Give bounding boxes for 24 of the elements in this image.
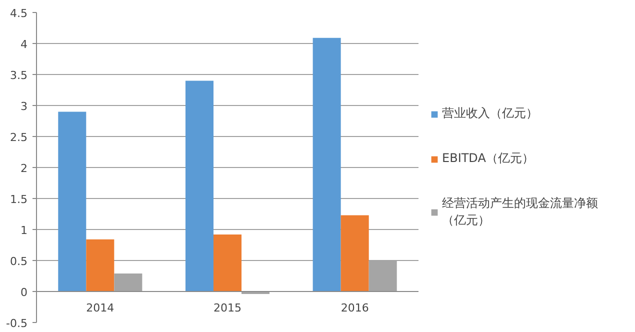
- y-tick-label: 3.5: [10, 69, 28, 82]
- y-tick-label: 4: [20, 38, 28, 51]
- x-tick-label: 2015: [214, 302, 242, 314]
- y-tick-label: 0.5: [10, 255, 28, 268]
- legend-label: EBITDA（亿元）: [442, 150, 534, 167]
- y-tick-label: 1.5: [10, 193, 28, 206]
- y-tick-label: 2.5: [10, 131, 28, 144]
- y-tick-label: 0: [20, 286, 28, 299]
- y-tick-label: 2: [20, 162, 28, 175]
- bar: [213, 234, 242, 292]
- x-tick-label: 2016: [340, 302, 369, 314]
- x-tick-label: 2014: [86, 302, 114, 314]
- y-tick-label: 4.5: [10, 7, 28, 20]
- y-tick-label: 1: [20, 224, 28, 237]
- legend-label: 经营活动产生的现金流量净额（亿元）: [442, 195, 598, 229]
- y-tick-label: -0.5: [6, 317, 28, 330]
- bar: [185, 80, 214, 292]
- bar: [58, 112, 86, 292]
- bar: [340, 215, 369, 292]
- legend-label: 营业收入（亿元）: [442, 105, 538, 122]
- bar: [114, 274, 142, 292]
- bar: [312, 38, 341, 292]
- y-tick-label: 3: [20, 100, 28, 113]
- bar: [86, 239, 114, 292]
